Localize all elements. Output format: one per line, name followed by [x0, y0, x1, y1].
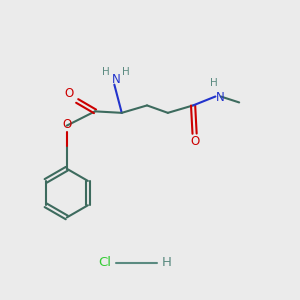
- Text: H: H: [162, 256, 172, 269]
- Text: Cl: Cl: [98, 256, 111, 269]
- Text: N: N: [111, 73, 120, 86]
- Text: O: O: [64, 87, 74, 100]
- Text: O: O: [190, 135, 199, 148]
- Text: N: N: [216, 91, 225, 104]
- Text: H: H: [210, 78, 218, 88]
- Text: H: H: [122, 67, 130, 77]
- Text: O: O: [62, 118, 71, 131]
- Text: H: H: [102, 67, 110, 77]
